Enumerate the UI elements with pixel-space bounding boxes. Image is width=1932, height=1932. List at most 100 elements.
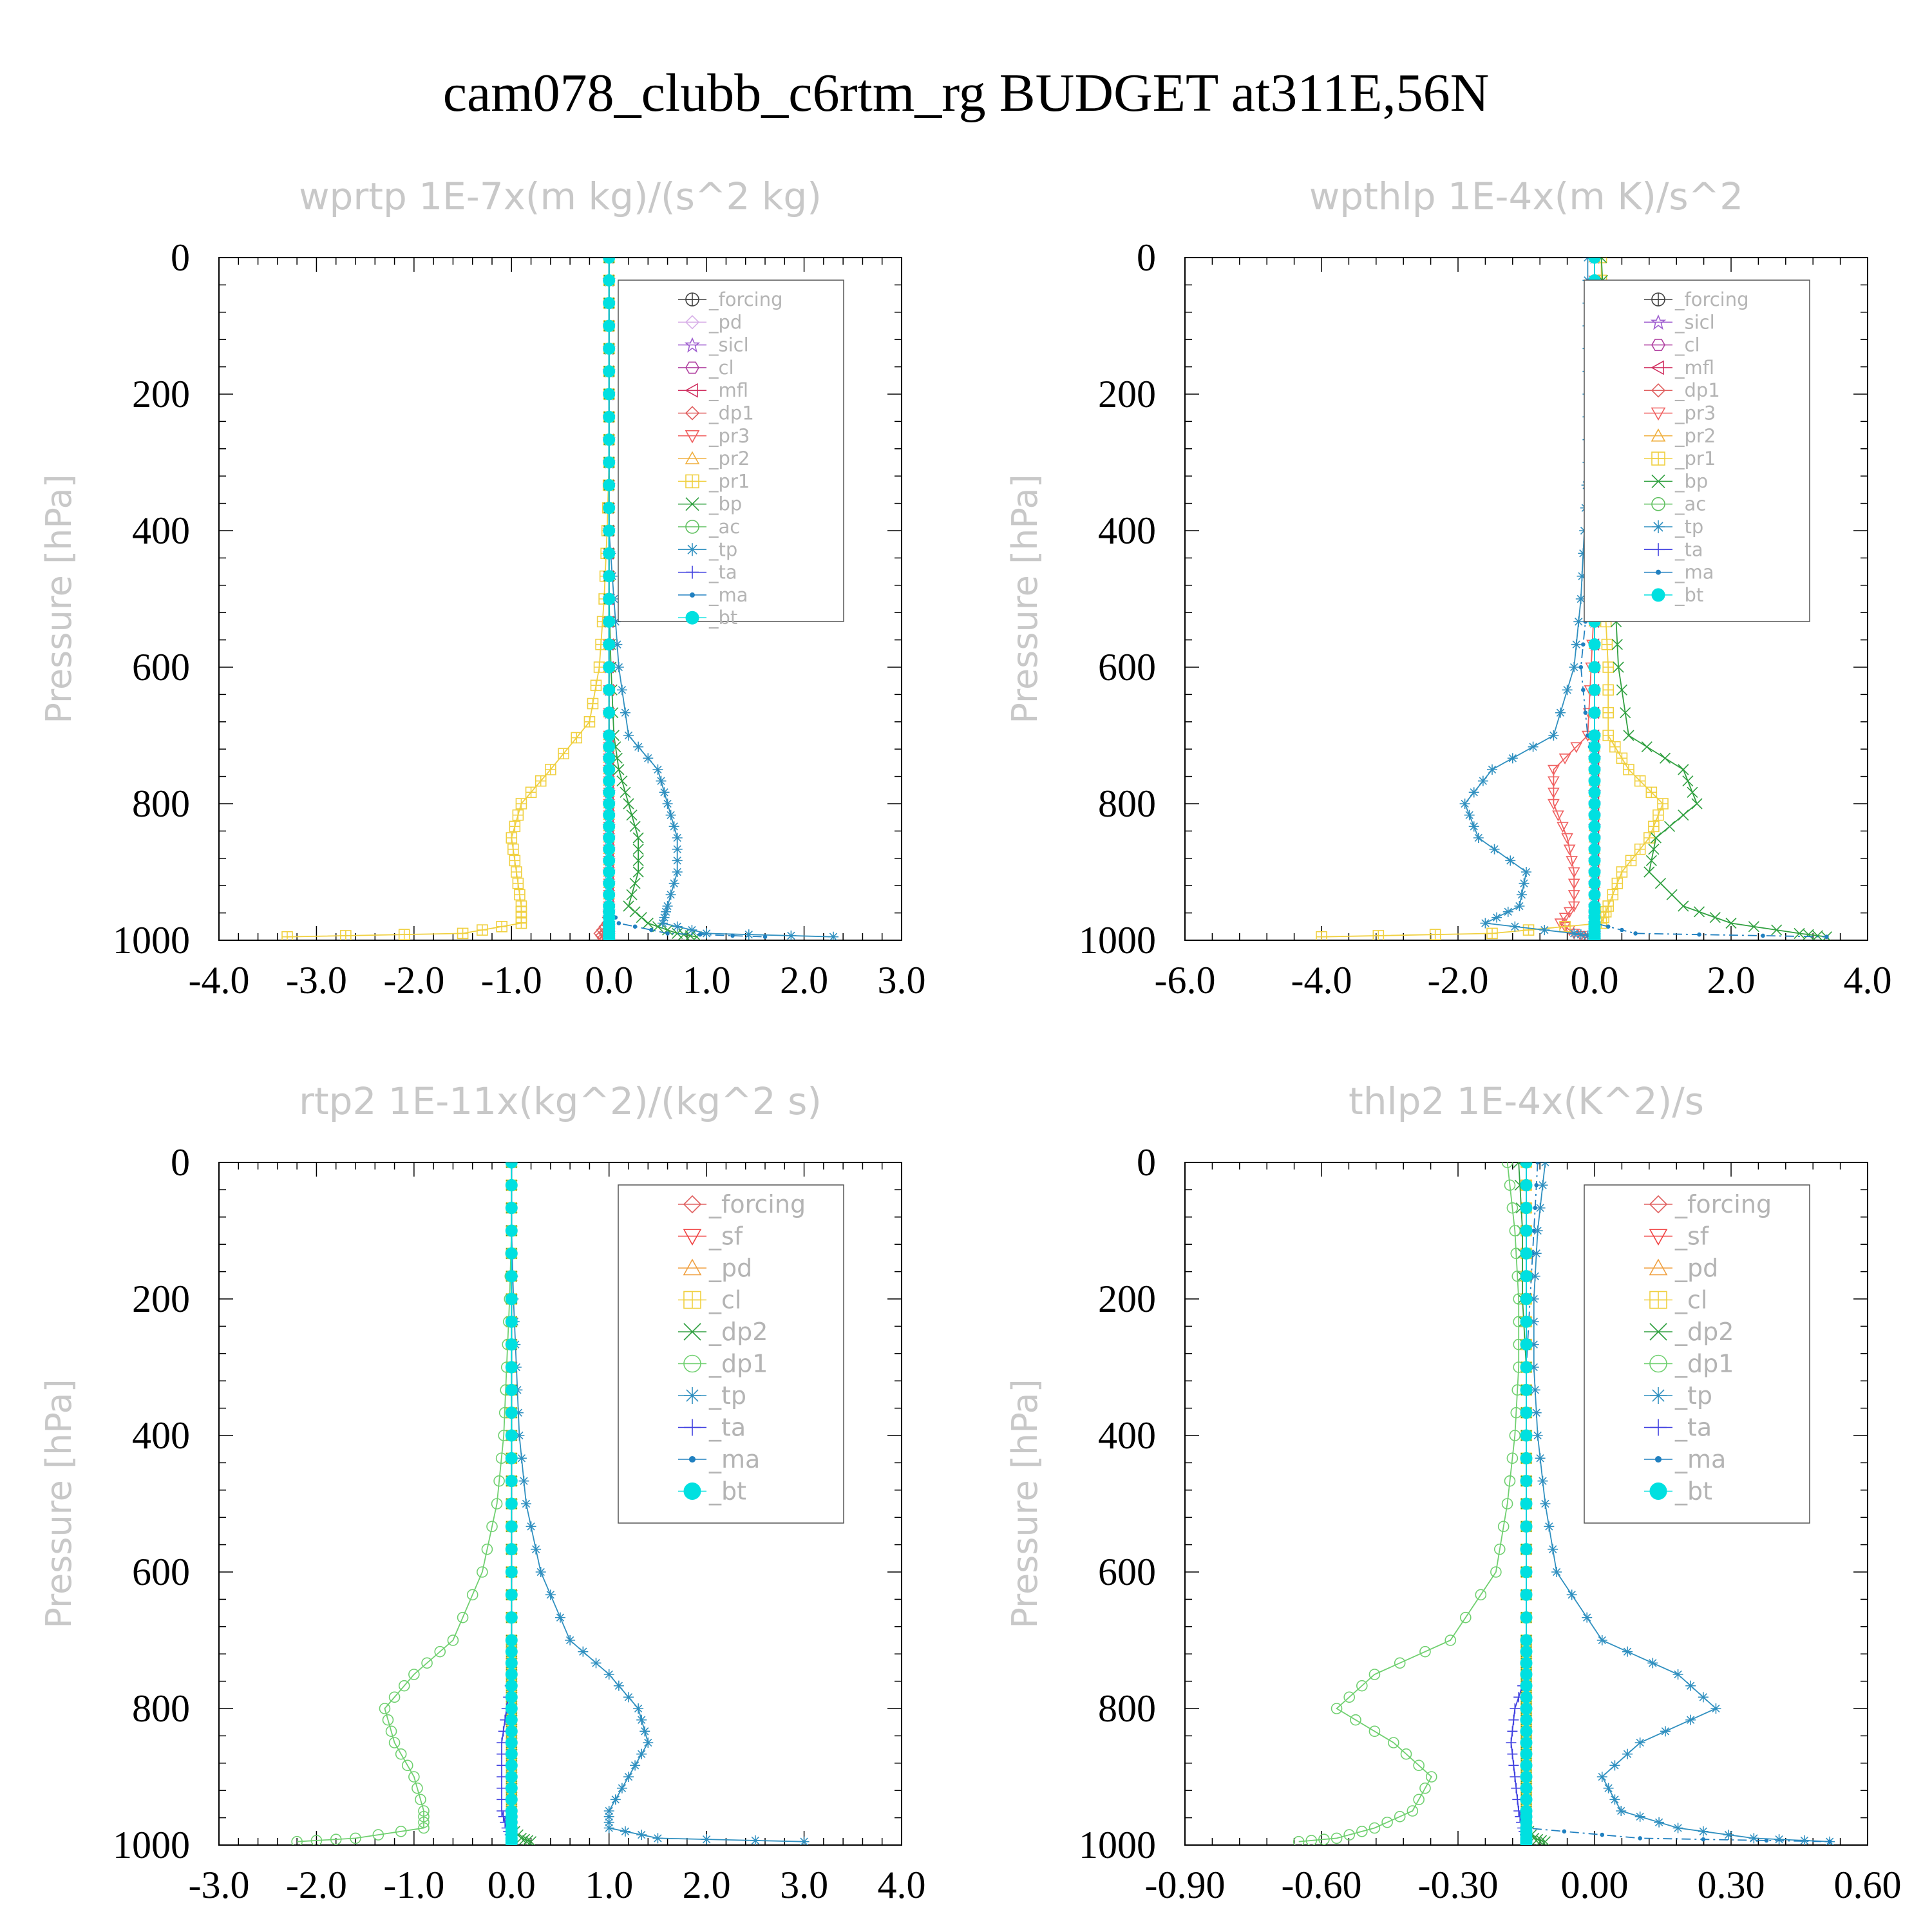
data-point [636, 1830, 647, 1841]
data-point [603, 456, 616, 469]
data-point [1493, 1543, 1506, 1555]
legend-item: _cl [1644, 1286, 1707, 1314]
data-point [828, 931, 838, 940]
data-point [491, 1498, 503, 1510]
data-point [1520, 1634, 1533, 1647]
legend-item: _ma [1644, 1445, 1726, 1473]
data-point [505, 1270, 518, 1283]
data-point [1562, 1829, 1567, 1834]
data-point [505, 1543, 518, 1556]
data-point [659, 787, 670, 798]
data-point [1504, 1179, 1516, 1191]
data-point [1634, 1738, 1645, 1748]
y-tick-label: 600 [132, 646, 190, 688]
legend-item: _forcing [1644, 1190, 1772, 1218]
legend-item: _dp1 [678, 402, 754, 424]
data-point [1510, 1703, 1520, 1714]
legend-marker [686, 565, 699, 579]
data-point [672, 855, 683, 866]
data-point [743, 929, 754, 940]
data-point [545, 1589, 556, 1600]
data-point [1602, 730, 1614, 741]
data-point [652, 764, 663, 775]
data-point [603, 274, 616, 287]
y-tick-label: 600 [132, 1551, 190, 1593]
data-point [1531, 1407, 1542, 1418]
x-tick-label: -2.0 [383, 959, 444, 1001]
y-tick-label: 1000 [113, 1824, 190, 1866]
data-point [603, 547, 616, 560]
data-point [1510, 921, 1520, 932]
data-point [1812, 930, 1823, 940]
legend-item: _dp1 [1644, 1350, 1734, 1378]
data-point [665, 810, 676, 820]
data-point [1520, 1224, 1533, 1237]
data-point [418, 1822, 430, 1834]
data-point [1827, 1839, 1832, 1844]
y-axis-label: Pressure [hPa] [1005, 474, 1045, 723]
data-point [1520, 1497, 1533, 1510]
data-point [505, 1793, 518, 1806]
panel-title: wpthlp 1E-4x(m K)/s^2 [1309, 175, 1743, 218]
data-point [505, 1645, 518, 1658]
data-point [1648, 844, 1660, 855]
data-point [447, 1634, 459, 1646]
legend-label: _cl [1674, 334, 1700, 356]
data-point [525, 786, 537, 799]
x-tick-label: 0.0 [1571, 959, 1619, 1001]
legend-marker [1650, 1419, 1667, 1436]
data-point [531, 1544, 542, 1555]
data-point [1725, 917, 1737, 929]
data-point [1623, 730, 1634, 741]
data-point [1607, 889, 1619, 901]
data-point [603, 638, 616, 651]
data-point [1532, 1226, 1543, 1236]
data-point [603, 831, 616, 844]
panel-title: wprtp 1E-7x(m kg)/(s^2 kg) [299, 175, 822, 218]
data-point [1381, 1816, 1393, 1828]
data-point [418, 1816, 430, 1828]
data-point [603, 478, 616, 491]
legend-item: _mfl [678, 379, 748, 401]
legend-item: _dp1 [678, 1350, 768, 1378]
legend-marker [1651, 588, 1665, 602]
data-point [388, 1691, 401, 1703]
legend-item: _ma [678, 1445, 760, 1473]
data-point [1588, 866, 1601, 878]
data-point [1582, 930, 1593, 940]
data-point [418, 1811, 430, 1823]
data-point [415, 1794, 426, 1806]
data-point [1490, 1566, 1502, 1578]
data-point [1588, 775, 1601, 788]
data-point [1559, 921, 1571, 933]
data-point [1425, 1771, 1437, 1783]
legend-item: _ta [678, 1414, 746, 1442]
legend-marker [683, 1323, 701, 1341]
legend-marker [683, 1354, 701, 1373]
legend-item: _ac [1644, 493, 1706, 515]
x-tick-label: -6.0 [1155, 959, 1216, 1001]
data-point [1551, 1567, 1562, 1577]
legend-marker [1651, 383, 1666, 398]
data-point [497, 1738, 507, 1748]
data-point [1356, 1826, 1368, 1837]
legend-item: _dp2 [1644, 1318, 1734, 1346]
data-point [497, 1748, 507, 1759]
data-point [630, 1760, 641, 1771]
data-point [1548, 788, 1560, 799]
data-point [1502, 906, 1513, 917]
data-point [497, 1783, 507, 1794]
legend-marker [685, 520, 699, 534]
data-point [1664, 820, 1676, 832]
data-point [1489, 844, 1500, 855]
y-tick-label: 600 [1098, 646, 1156, 688]
legend-box [1584, 279, 1810, 622]
data-point [603, 433, 616, 446]
data-point [603, 775, 616, 788]
legend-label: _dp1 [1674, 1350, 1734, 1378]
data-point [418, 1805, 430, 1817]
data-point [603, 410, 616, 423]
data-point [505, 1179, 518, 1191]
data-point [505, 1702, 518, 1715]
